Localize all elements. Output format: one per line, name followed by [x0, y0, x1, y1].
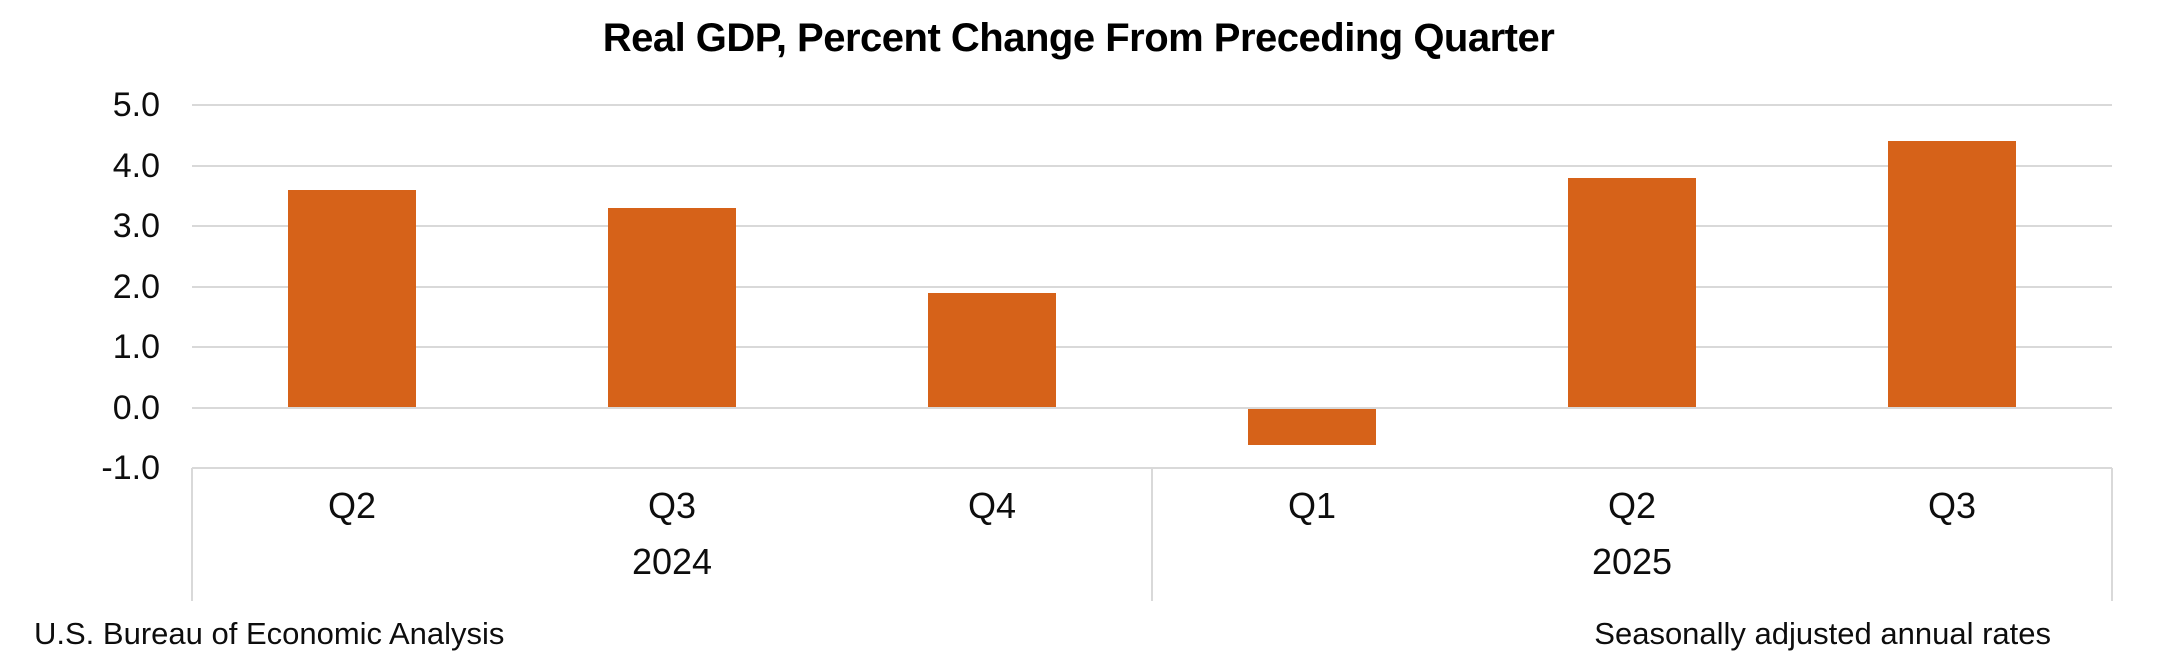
bar-q3-5: [1888, 141, 2016, 408]
gridline-2.0: [192, 285, 2112, 288]
bar-q4-2: [928, 292, 1056, 408]
category-divider-0: [191, 468, 193, 601]
gridline-1.0: [192, 346, 2112, 348]
chart-title: Real GDP, Percent Change From Preceding …: [602, 16, 1555, 60]
y-tick-label: 4.0: [112, 146, 160, 185]
x-tick-label-q2-4: Q2: [1607, 485, 1657, 526]
gridline-0.0: [192, 406, 2112, 409]
gridline-4.0: [192, 164, 2112, 167]
gridline-5.0: [192, 104, 2112, 106]
x-tick-label-q3-5: Q3: [1927, 485, 1977, 526]
y-tick-label: -1.0: [101, 449, 160, 487]
bar-q2-0: [288, 189, 416, 408]
y-tick-label: 2.0: [112, 267, 160, 306]
bar-q1-3: [1248, 408, 1376, 445]
year-label-2024: 2024: [631, 541, 713, 582]
gridline-3.0: [192, 225, 2112, 227]
x-tick-label-q4-2: Q4: [967, 485, 1017, 526]
x-tick-label-q3-1: Q3: [647, 485, 697, 526]
adjustment-note: Seasonally adjusted annual rates: [1594, 616, 2051, 651]
bar-q3-1: [608, 207, 736, 408]
y-tick-label: 1.0: [112, 328, 160, 366]
y-tick-label: 0.0: [112, 388, 160, 427]
source-note: U.S. Bureau of Economic Analysis: [34, 616, 505, 651]
y-tick-label: 3.0: [112, 207, 160, 245]
category-divider-1: [1151, 468, 1153, 601]
x-tick-label-q1-3: Q1: [1287, 485, 1337, 526]
y-tick-label: 5.0: [112, 86, 160, 124]
year-label-2025: 2025: [1591, 541, 1673, 582]
x-tick-label-q2-0: Q2: [327, 485, 377, 526]
category-divider-2: [2111, 468, 2113, 601]
bar-q2-4: [1568, 177, 1696, 408]
